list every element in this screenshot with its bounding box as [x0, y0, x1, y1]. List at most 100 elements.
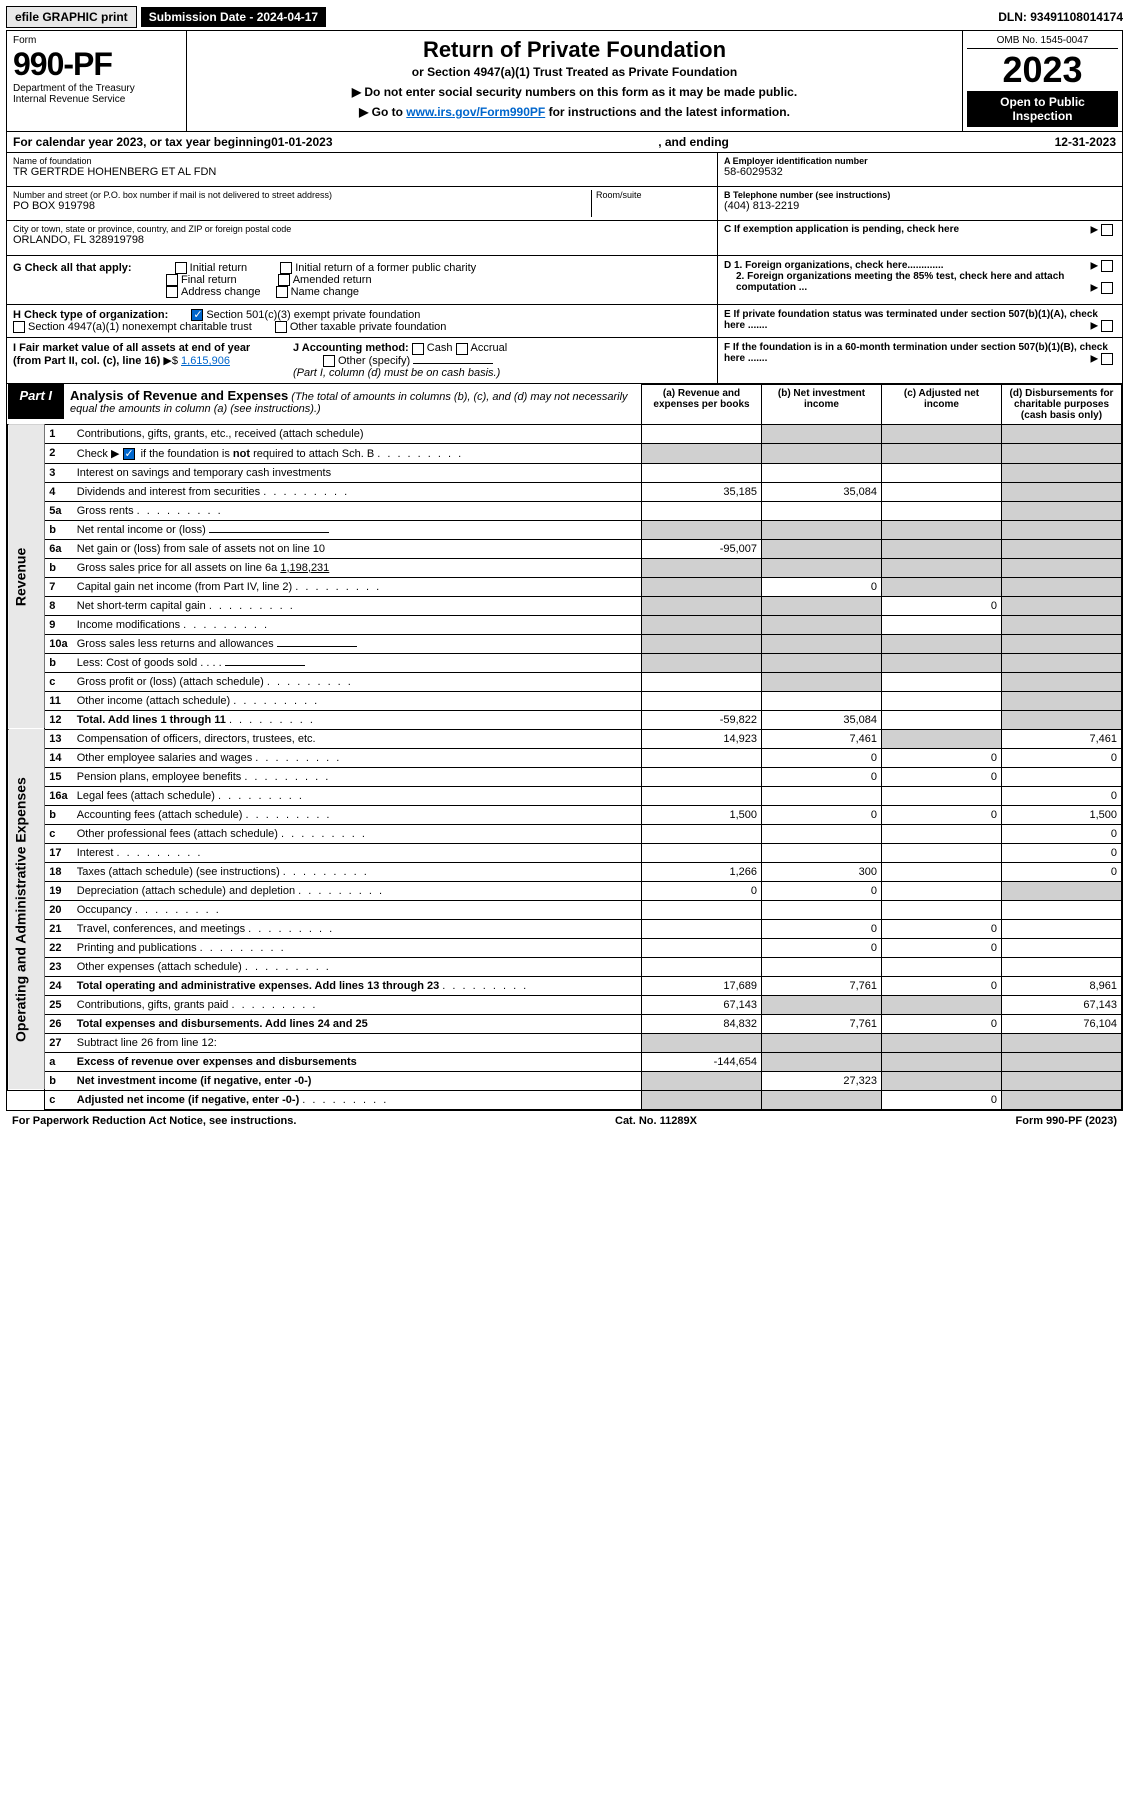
- 10a-input[interactable]: [277, 646, 357, 647]
- row-16b: bAccounting fees (attach schedule) 1,500…: [8, 805, 1122, 824]
- h-4947-checkbox[interactable]: [13, 321, 25, 333]
- line18-desc: Taxes (attach schedule) (see instruction…: [73, 862, 642, 881]
- col-d-header: (d) Disbursements for charitable purpose…: [1002, 384, 1122, 424]
- footer-form: Form 990-PF (2023): [1016, 1115, 1117, 1127]
- line12-desc: Total. Add lines 1 through 11: [73, 710, 642, 729]
- i-j-block: I Fair market value of all assets at end…: [7, 338, 717, 382]
- val-16bc: 0: [882, 805, 1002, 824]
- row-8: 8Net short-term capital gain 0: [8, 596, 1122, 615]
- val-12b: 35,084: [762, 710, 882, 729]
- g-initial-public-checkbox[interactable]: [280, 262, 292, 274]
- cal-begin: 01-01-2023: [271, 135, 332, 149]
- j-accrual-checkbox[interactable]: [456, 343, 468, 355]
- footer-cat: Cat. No. 11289X: [615, 1115, 697, 1127]
- h-501c3-checkbox[interactable]: [191, 309, 203, 321]
- form-title: Return of Private Foundation: [193, 37, 956, 63]
- row-3: 3Interest on savings and temporary cash …: [8, 463, 1122, 482]
- row-25: 25Contributions, gifts, grants paid 67,1…: [8, 995, 1122, 1014]
- form-label: Form: [13, 35, 180, 46]
- irs-link[interactable]: www.irs.gov/Form990PF: [406, 105, 545, 119]
- val-4a: 35,185: [642, 482, 762, 501]
- val-26d: 76,104: [1002, 1014, 1122, 1033]
- val-24d: 8,961: [1002, 976, 1122, 995]
- note-pre: ▶ Go to: [359, 105, 406, 119]
- row-10b: bLess: Cost of goods sold . . . .: [8, 653, 1122, 672]
- f-checkbox[interactable]: [1101, 353, 1113, 365]
- line8-desc: Net short-term capital gain: [73, 596, 642, 615]
- val-19b: 0: [762, 881, 882, 900]
- omb-number: OMB No. 1545-0047: [967, 35, 1118, 49]
- row-19: 19Depreciation (attach schedule) and dep…: [8, 881, 1122, 900]
- j-label: J Accounting method:: [293, 342, 409, 354]
- c-checkbox[interactable]: [1101, 224, 1113, 236]
- revenue-side-label: Revenue: [8, 424, 45, 729]
- part1-tab: Part I: [8, 384, 65, 419]
- fmv-link[interactable]: 1,615,906: [181, 355, 230, 367]
- g-opt-final: Final return: [181, 274, 237, 286]
- g-name-checkbox[interactable]: [276, 286, 288, 298]
- val-16ba: 1,500: [642, 805, 762, 824]
- 5b-input[interactable]: [209, 532, 329, 533]
- efile-print-button[interactable]: efile GRAPHIC print: [6, 6, 137, 28]
- form-subtitle: or Section 4947(a)(1) Trust Treated as P…: [193, 65, 956, 79]
- val-15c: 0: [882, 767, 1002, 786]
- val-25d: 67,143: [1002, 995, 1122, 1014]
- val-14b: 0: [762, 748, 882, 767]
- g-final-checkbox[interactable]: [166, 274, 178, 286]
- row-16a: 16aLegal fees (attach schedule) 0: [8, 786, 1122, 805]
- h-checks: H Check type of organization: Section 50…: [7, 305, 717, 337]
- h-e-section: H Check type of organization: Section 50…: [7, 305, 1122, 338]
- val-16bd: 1,500: [1002, 805, 1122, 824]
- row-10c: cGross profit or (loss) (attach schedule…: [8, 672, 1122, 691]
- g-opt-public: Initial return of a former public charit…: [295, 262, 476, 274]
- j-cash-checkbox[interactable]: [412, 343, 424, 355]
- 10b-input[interactable]: [225, 665, 305, 666]
- g-amended-checkbox[interactable]: [278, 274, 290, 286]
- val-16cd: 0: [1002, 824, 1122, 843]
- h-opt1: Section 501(c)(3) exempt private foundat…: [206, 309, 420, 321]
- val-21b: 0: [762, 919, 882, 938]
- e-checkbox[interactable]: [1101, 320, 1113, 332]
- foundation-name-cell: Name of foundation TR GERTRDE HOHENBERG …: [7, 153, 717, 187]
- row-16c: cOther professional fees (attach schedul…: [8, 824, 1122, 843]
- j-cash: Cash: [427, 342, 453, 354]
- line16c-desc: Other professional fees (attach schedule…: [73, 824, 642, 843]
- row-10a: 10aGross sales less returns and allowanc…: [8, 634, 1122, 653]
- g-initial-checkbox[interactable]: [175, 262, 187, 274]
- g-opt-address: Address change: [181, 286, 261, 298]
- row-13: Operating and Administrative Expenses 13…: [8, 729, 1122, 748]
- line11-desc: Other income (attach schedule): [73, 691, 642, 710]
- f-check: F If the foundation is in a 60-month ter…: [717, 338, 1122, 382]
- val-26c: 0: [882, 1014, 1002, 1033]
- line10b-desc: Less: Cost of goods sold . . . .: [73, 653, 642, 672]
- h-other-checkbox[interactable]: [275, 321, 287, 333]
- line19-desc: Depreciation (attach schedule) and deple…: [73, 881, 642, 900]
- ein-value: 58-6029532: [724, 166, 1116, 178]
- line20-desc: Occupancy: [73, 900, 642, 919]
- j-other-checkbox[interactable]: [323, 355, 335, 367]
- j-other-input[interactable]: [413, 363, 493, 364]
- line3-desc: Interest on savings and temporary cash i…: [73, 463, 642, 482]
- val-27c: 0: [882, 1090, 1002, 1109]
- cal-pre: For calendar year 2023, or tax year begi…: [13, 135, 271, 149]
- part1-desc: Analysis of Revenue and Expenses (The to…: [64, 384, 641, 419]
- val-27a: -144,654: [642, 1052, 762, 1071]
- schb-checkbox[interactable]: [123, 448, 135, 460]
- d2-checkbox[interactable]: [1101, 282, 1113, 294]
- j-note: (Part I, column (d) must be on cash basi…: [293, 367, 500, 379]
- val-26b: 7,761: [762, 1014, 882, 1033]
- line7-desc: Capital gain net income (from Part IV, l…: [73, 577, 642, 596]
- row-23: 23Other expenses (attach schedule): [8, 957, 1122, 976]
- val-8c: 0: [882, 596, 1002, 615]
- g-address-checkbox[interactable]: [166, 286, 178, 298]
- c-cell: C If exemption application is pending, c…: [718, 221, 1122, 255]
- line27c-desc: Adjusted net income (if negative, enter …: [73, 1090, 642, 1109]
- line24-desc: Total operating and administrative expen…: [73, 976, 642, 995]
- row-4: 4Dividends and interest from securities …: [8, 482, 1122, 501]
- val-22c: 0: [882, 938, 1002, 957]
- line16a-desc: Legal fees (attach schedule): [73, 786, 642, 805]
- header-left: Form 990-PF Department of the Treasury I…: [7, 31, 187, 131]
- d-checks: D 1. Foreign organizations, check here..…: [717, 256, 1122, 304]
- row-7: 7Capital gain net income (from Part IV, …: [8, 577, 1122, 596]
- d1-checkbox[interactable]: [1101, 260, 1113, 272]
